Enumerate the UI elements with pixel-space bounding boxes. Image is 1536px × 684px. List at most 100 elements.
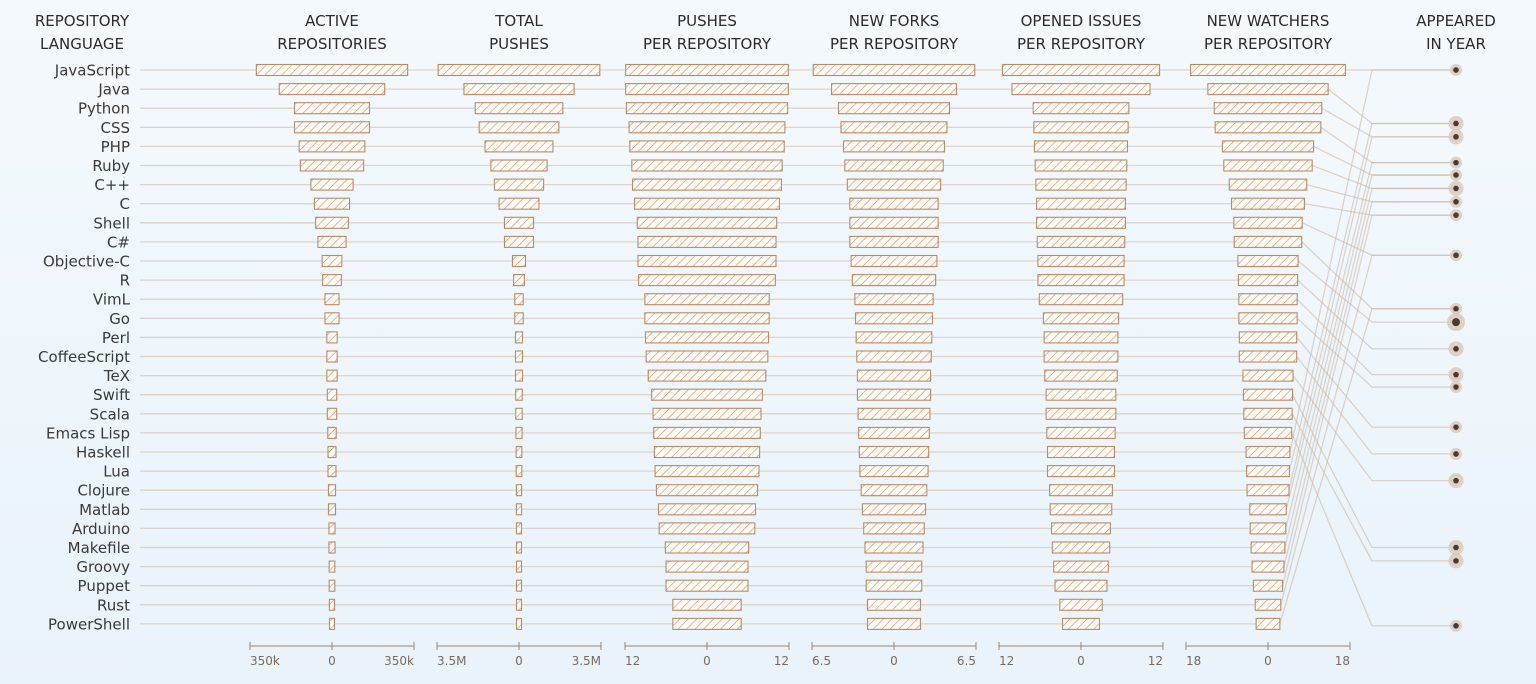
bar-3-groovy[interactable] <box>865 560 923 573</box>
bar-3-emacs-lisp[interactable] <box>858 426 930 439</box>
bar-5-javascript[interactable] <box>1190 63 1346 77</box>
bar-5-viml[interactable] <box>1238 293 1298 306</box>
bar-4-objective-c[interactable] <box>1037 254 1125 268</box>
appeared-marker-0[interactable] <box>1453 67 1459 73</box>
bar-4-javascript[interactable] <box>1001 63 1161 77</box>
bar-4-clojure[interactable] <box>1049 484 1113 497</box>
bar-1-powershell[interactable] <box>515 617 523 630</box>
bar-2-coffeescript[interactable] <box>645 350 769 363</box>
bar-2-javascript[interactable] <box>625 63 789 77</box>
bar-1-javascript[interactable] <box>437 63 601 77</box>
bar-0-clojure[interactable] <box>327 484 337 497</box>
bar-2-swift[interactable] <box>651 388 763 401</box>
bar-5-tex[interactable] <box>1242 369 1294 382</box>
bar-0-c-[interactable] <box>317 235 347 248</box>
bar-4-swift[interactable] <box>1045 388 1117 401</box>
bar-3-javascript[interactable] <box>812 63 976 77</box>
bar-2-c[interactable] <box>634 197 780 210</box>
bar-2-groovy[interactable] <box>665 560 749 573</box>
bar-2-scala[interactable] <box>652 407 762 420</box>
bar-5-css[interactable] <box>1214 121 1322 134</box>
bar-0-perl[interactable] <box>326 331 338 344</box>
bar-5-rust[interactable] <box>1254 598 1282 611</box>
bar-3-go[interactable] <box>854 312 934 325</box>
bar-5-powershell[interactable] <box>1255 617 1281 630</box>
bar-4-viml[interactable] <box>1038 293 1124 306</box>
bar-4-arduino[interactable] <box>1051 522 1111 535</box>
appeared-marker-8[interactable] <box>1453 252 1459 259</box>
bar-5-c-[interactable] <box>1233 235 1303 248</box>
bar-3-ruby[interactable] <box>844 159 944 172</box>
appeared-marker-17[interactable] <box>1453 544 1459 551</box>
bar-2-rust[interactable] <box>672 598 742 611</box>
bar-0-php[interactable] <box>298 140 366 153</box>
bar-3-powershell[interactable] <box>866 617 922 630</box>
bar-0-rust[interactable] <box>328 598 336 611</box>
bar-4-php[interactable] <box>1033 140 1129 153</box>
bar-5-matlab[interactable] <box>1249 503 1287 516</box>
bar-5-groovy[interactable] <box>1251 560 1285 573</box>
bar-5-swift[interactable] <box>1242 388 1294 401</box>
bar-4-shell[interactable] <box>1036 216 1126 229</box>
bar-2-puppet[interactable] <box>665 579 749 592</box>
bar-0-viml[interactable] <box>324 293 340 306</box>
bar-1-arduino[interactable] <box>515 522 523 535</box>
bar-0-python[interactable] <box>293 102 371 115</box>
appeared-marker-2[interactable] <box>1453 134 1459 140</box>
bar-1-matlab[interactable] <box>515 503 523 516</box>
bar-1-rust[interactable] <box>515 598 523 611</box>
bar-3-coffeescript[interactable] <box>856 350 932 363</box>
bar-4-coffeescript[interactable] <box>1043 350 1119 363</box>
bar-5-arduino[interactable] <box>1249 522 1287 535</box>
appeared-marker-13[interactable] <box>1453 384 1459 390</box>
bar-2-haskell[interactable] <box>653 445 761 459</box>
bar-0-ruby[interactable] <box>299 159 365 172</box>
appeared-marker-11[interactable] <box>1453 346 1459 352</box>
bar-2-java[interactable] <box>625 83 789 96</box>
bar-5-perl[interactable] <box>1238 331 1298 344</box>
appeared-marker-9[interactable] <box>1453 305 1459 312</box>
bar-5-java[interactable] <box>1207 83 1329 96</box>
bar-0-puppet[interactable] <box>328 579 336 592</box>
bar-0-powershell[interactable] <box>328 617 336 630</box>
bar-3-php[interactable] <box>842 140 946 153</box>
appeared-marker-10[interactable] <box>1452 318 1460 327</box>
bar-1-coffeescript[interactable] <box>514 350 524 363</box>
bar-1-clojure[interactable] <box>515 484 523 497</box>
appeared-marker-7[interactable] <box>1453 212 1459 218</box>
bar-0-emacs-lisp[interactable] <box>327 426 337 439</box>
appeared-marker-6[interactable] <box>1453 198 1459 205</box>
bar-1-haskell[interactable] <box>515 445 523 459</box>
appeared-marker-3[interactable] <box>1453 159 1459 166</box>
bar-1-c-[interactable] <box>493 178 545 191</box>
bar-4-c-[interactable] <box>1036 235 1126 248</box>
bar-3-matlab[interactable] <box>861 503 927 516</box>
bar-3-scala[interactable] <box>857 407 931 420</box>
bar-1-scala[interactable] <box>515 407 523 420</box>
bar-0-arduino[interactable] <box>328 522 336 535</box>
bar-0-haskell[interactable] <box>327 445 337 459</box>
bar-4-puppet[interactable] <box>1054 579 1108 592</box>
bar-0-c[interactable] <box>313 197 351 210</box>
bar-1-objective-c[interactable] <box>511 254 527 268</box>
appeared-marker-15[interactable] <box>1453 451 1459 457</box>
bar-1-css[interactable] <box>478 121 560 134</box>
bar-0-javascript[interactable] <box>255 63 409 77</box>
appeared-marker-19[interactable] <box>1453 623 1459 629</box>
bar-5-clojure[interactable] <box>1246 484 1290 497</box>
bar-3-shell[interactable] <box>849 216 939 229</box>
bar-2-r[interactable] <box>638 274 776 287</box>
bar-4-css[interactable] <box>1033 121 1129 134</box>
bar-2-python[interactable] <box>625 102 789 115</box>
bar-3-css[interactable] <box>840 121 948 134</box>
bar-1-r[interactable] <box>513 274 525 287</box>
appeared-marker-18[interactable] <box>1453 558 1459 564</box>
bar-5-python[interactable] <box>1213 102 1323 115</box>
bar-5-scala[interactable] <box>1243 407 1293 420</box>
bar-1-viml[interactable] <box>514 293 524 306</box>
appeared-marker-12[interactable] <box>1453 371 1459 378</box>
bar-4-python[interactable] <box>1032 102 1130 115</box>
bar-2-viml[interactable] <box>644 293 770 306</box>
bar-2-perl[interactable] <box>644 331 770 344</box>
bar-3-c[interactable] <box>849 197 939 210</box>
